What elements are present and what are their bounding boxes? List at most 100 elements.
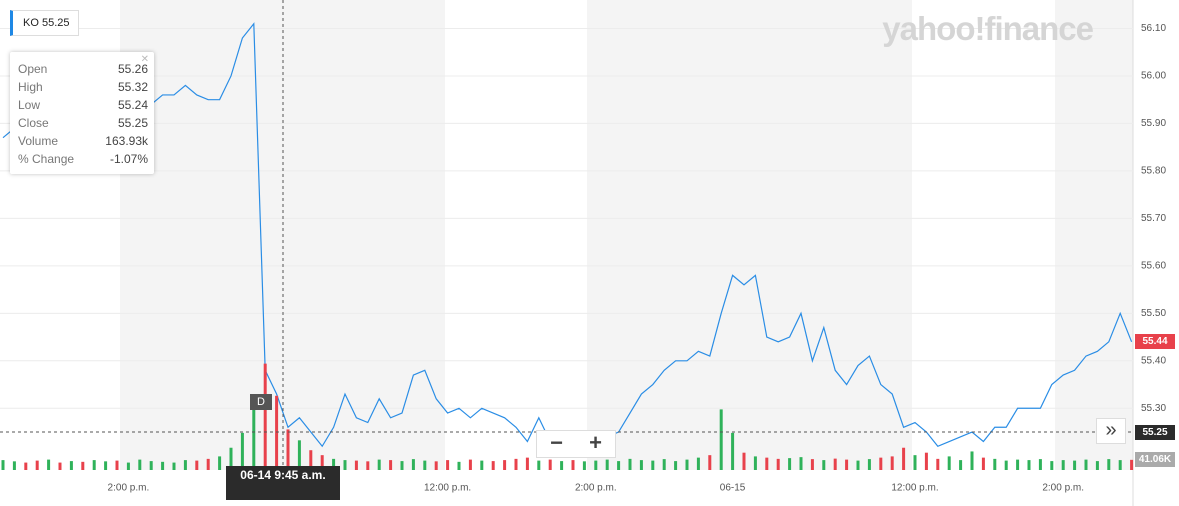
volume-bar (742, 452, 746, 470)
volume-bar (275, 395, 279, 470)
volume-bar (913, 455, 917, 470)
tooltip-row: % Change -1.07% (18, 150, 148, 168)
volume-bar (879, 457, 883, 470)
volume-bar (320, 455, 324, 470)
volume-bar (24, 462, 28, 470)
volume-bar (765, 457, 769, 470)
volume-bar (856, 460, 860, 470)
volume-bar (115, 460, 119, 470)
volume-marker: 41.06K (1135, 452, 1175, 468)
tooltip-value: 55.32 (117, 80, 148, 94)
volume-bar (389, 460, 393, 470)
volume-bar (297, 440, 301, 470)
volume-bar (377, 459, 381, 470)
volume-bar (719, 409, 723, 470)
volume-bar (662, 459, 666, 470)
volume-bar (731, 432, 735, 470)
volume-bar (605, 459, 609, 470)
volume-bar (503, 460, 507, 470)
volume-bar (138, 459, 142, 470)
close-icon[interactable]: ✕ (140, 54, 149, 65)
volume-bar (92, 460, 96, 470)
volume-bar (332, 458, 336, 470)
volume-bar (571, 460, 575, 470)
session-band (1055, 0, 1133, 470)
volume-bar (525, 457, 529, 470)
volume-bar (366, 461, 370, 470)
volume-bar (195, 460, 199, 470)
y-tick-label: 55.30 (1141, 403, 1166, 414)
volume-bar (12, 461, 16, 470)
volume-bar (514, 458, 518, 470)
x-tick-label: 12:00 p.m. (424, 483, 471, 494)
volume-bar (58, 462, 62, 470)
volume-bar (993, 458, 997, 470)
y-tick-label: 55.50 (1141, 308, 1166, 319)
last-price-marker: 55.44 (1135, 334, 1175, 350)
volume-bar (1061, 460, 1065, 470)
zoom-out[interactable]: − (550, 430, 563, 455)
volume-bar (753, 456, 757, 470)
volume-bar (1038, 459, 1042, 470)
volume-bar (674, 461, 678, 470)
volume-bar (491, 461, 495, 470)
tooltip-row: High 55.32 (18, 78, 148, 96)
volume-bar (845, 459, 849, 470)
volume-bar (902, 447, 906, 470)
volume-bar (1, 460, 5, 470)
tooltip-row: Close 55.25 (18, 114, 148, 132)
tooltip-value: 55.26 (117, 62, 148, 76)
volume-bar (1073, 460, 1077, 470)
volume-bar (1084, 459, 1088, 470)
symbol-badge[interactable]: KO 55.25 (10, 10, 79, 36)
tooltip-row: Volume 163.93k (18, 132, 148, 150)
volume-bar (548, 459, 552, 470)
zoom-in[interactable]: + (589, 430, 602, 455)
volume-bar (582, 461, 586, 470)
session-band (587, 0, 912, 470)
volume-bar (252, 408, 256, 470)
volume-bar (628, 458, 632, 470)
volume-bar (1004, 460, 1008, 470)
x-tick-label: 2:00 p.m. (108, 483, 150, 494)
volume-bar (594, 460, 598, 470)
y-tick-label: 56.10 (1141, 23, 1166, 34)
volume-bar (560, 461, 564, 470)
volume-bar (286, 429, 290, 470)
tooltip-row: Open 55.26 (18, 60, 148, 78)
volume-bar (309, 450, 313, 470)
volume-bar (1095, 461, 1099, 470)
volume-bar (468, 459, 472, 470)
volume-bar (617, 461, 621, 470)
x-tick-label: 06-15 (720, 483, 746, 494)
event-marker[interactable]: D (250, 394, 272, 410)
tooltip-value: 55.24 (117, 98, 148, 112)
y-tick-label: 56.00 (1141, 71, 1166, 82)
volume-bar (981, 457, 985, 470)
volume-bar (776, 458, 780, 470)
volume-bar (229, 447, 233, 470)
scroll-right[interactable]: » (1096, 418, 1126, 444)
tooltip-label: Volume (18, 134, 59, 148)
volume-bar (126, 462, 130, 470)
volume-bar (400, 461, 404, 470)
y-tick-label: 55.40 (1141, 355, 1166, 366)
volume-bar (708, 455, 712, 470)
volume-bar (206, 458, 210, 470)
price: 55.25 (41, 17, 70, 29)
tooltip-row: Low 55.24 (18, 96, 148, 114)
volume-bar (423, 460, 427, 470)
tooltip-value: 163.93k (105, 134, 148, 148)
volume-bar (970, 451, 974, 470)
tooltip-label: Low (18, 98, 41, 112)
volume-bar (890, 456, 894, 470)
x-tick-label: 12:00 p.m. (891, 483, 938, 494)
volume-bar (69, 461, 73, 470)
crosshair-price-marker: 55.25 (1135, 424, 1175, 440)
x-tick-label: 2:00 p.m. (575, 483, 617, 494)
tooltip-label: Close (18, 116, 49, 130)
volume-bar (1107, 459, 1111, 470)
y-tick-label: 55.70 (1141, 213, 1166, 224)
volume-bar (1118, 460, 1122, 470)
logo: yahoo!finance (882, 10, 1094, 47)
